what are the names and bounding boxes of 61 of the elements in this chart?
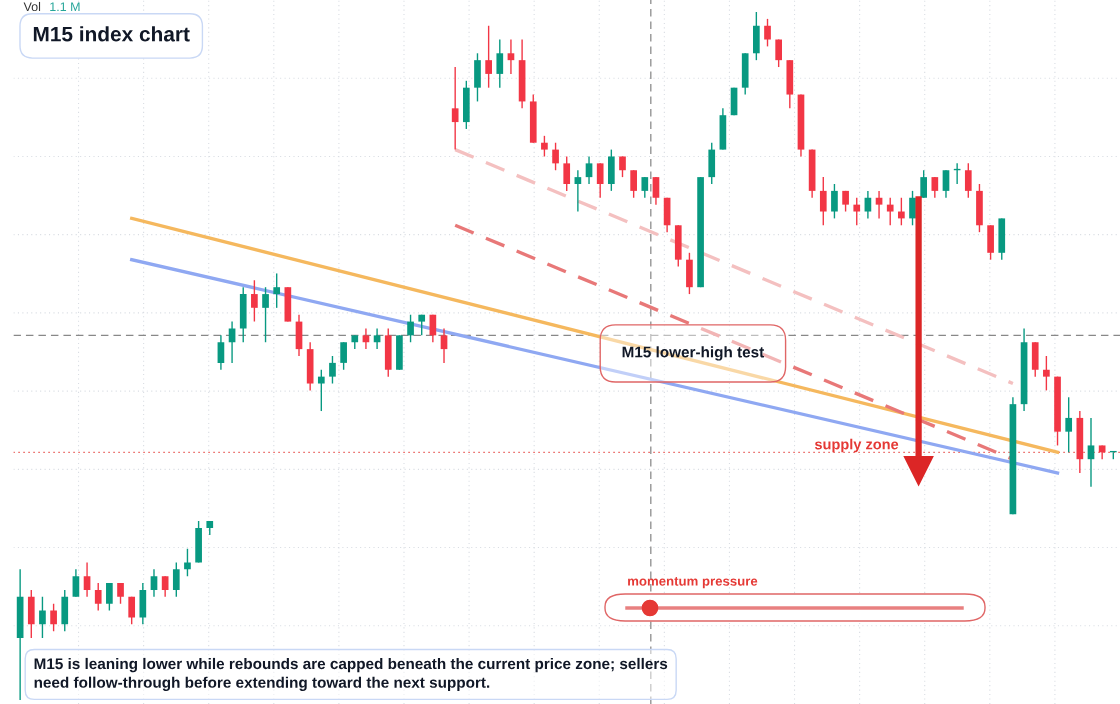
candlestick [920, 169, 928, 199]
candlestick [875, 190, 883, 220]
candlestick [775, 38, 783, 68]
candlestick [329, 355, 336, 385]
candlestick [373, 327, 381, 350]
candlestick [485, 25, 492, 89]
candlestick [1087, 417, 1095, 488]
candlestick [251, 279, 258, 323]
candlestick [496, 38, 504, 89]
text: 1.1 M [50, 2, 80, 11]
candlestick [440, 327, 448, 364]
candlestick [853, 197, 861, 226]
candlestick [831, 183, 838, 220]
candlestick [596, 162, 604, 199]
candlestick [150, 568, 158, 598]
candlestick [228, 320, 236, 364]
candlestick [563, 155, 571, 192]
candlestick [864, 190, 872, 220]
candlestick [273, 272, 281, 309]
candlestick [106, 582, 113, 612]
candlestick [931, 176, 939, 199]
candlestick [340, 341, 347, 371]
candlestick [764, 18, 771, 48]
candlestick [574, 169, 582, 213]
candlestick [128, 596, 136, 626]
candlestick [898, 197, 905, 226]
candlestick [161, 575, 169, 598]
candlestick [1065, 396, 1073, 454]
candlestick [964, 162, 972, 199]
candlestick [507, 38, 515, 75]
candlestick [819, 176, 827, 226]
annotation: M15 lower-high test [622, 346, 765, 361]
annotation: M15 is leaning lower while rebounds are capped beneath the current price zone; sellers need follow-through before extending toward the next support. [34, 657, 668, 691]
candlestick [1043, 355, 1050, 392]
candlestick [552, 142, 559, 171]
annotation: momentum pressure [628, 577, 758, 589]
candlestick [451, 66, 459, 151]
ref-line-label: supply zone [814, 438, 899, 453]
candlestick [652, 176, 660, 206]
candlestick [94, 582, 102, 612]
candlestick [886, 197, 894, 226]
candlestick [619, 155, 626, 178]
candlestick [39, 596, 46, 639]
candlestick [72, 568, 80, 598]
candlestick [407, 314, 414, 343]
candlestick [362, 327, 370, 350]
candlestick [83, 561, 91, 598]
candlestick [184, 547, 191, 577]
text: M15 index chart [33, 26, 190, 42]
candlestick [172, 561, 180, 598]
candlestick [585, 155, 593, 185]
candlestick [942, 169, 950, 199]
candlestick [117, 582, 124, 605]
text: Vol [23, 1, 41, 12]
candlestick [641, 176, 649, 199]
candlestick [317, 369, 325, 412]
candlestick [50, 602, 57, 632]
candlestick [541, 135, 548, 158]
candlestick [217, 334, 225, 371]
candlestick [262, 286, 269, 343]
candlestick [630, 169, 637, 199]
